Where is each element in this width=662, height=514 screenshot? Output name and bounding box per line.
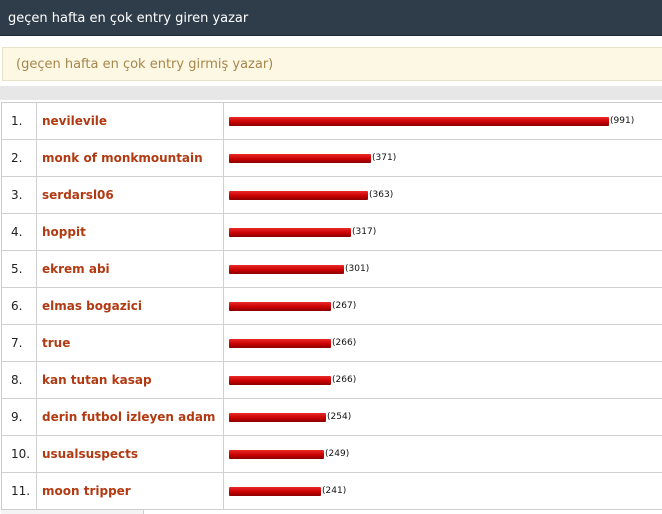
rank-number: 10. [2,436,37,472]
entry-count-label: (266) [332,375,357,385]
table-row: 8. kan tutan kasap (266) [2,362,662,399]
page-subtitle: (geçen hafta en çok entry girmiş yazar) [2,47,662,81]
table-row: 10. usualsuspects (249) [2,436,662,473]
entry-count-label: (317) [352,227,377,237]
rank-number: 9. [2,399,37,435]
bottom-tab-edge [1,509,144,514]
table-row: 6. elmas bogazici (267) [2,288,662,325]
entry-count-bar [229,265,344,274]
entry-count-label: (254) [327,412,352,422]
entry-count-bar [229,339,331,348]
entry-count-bar [229,302,331,311]
divider-bar [0,86,662,100]
entry-count-cell: (249) [224,436,662,472]
table-row: 9. derin futbol izleyen adam (254) [2,399,662,436]
author-link[interactable]: monk of monkmountain [37,140,224,176]
entry-count-bar [229,450,324,459]
entry-count-label: (363) [369,190,394,200]
entry-count-bar [229,228,351,237]
entry-count-cell: (266) [224,362,662,398]
author-link[interactable]: ekrem abi [37,251,224,287]
author-link[interactable]: nevilevile [37,103,224,139]
table-row: 7. true (266) [2,325,662,362]
entry-count-cell: (254) [224,399,662,435]
entry-count-cell: (241) [224,473,662,509]
rank-number: 7. [2,325,37,361]
entry-count-cell: (317) [224,214,662,250]
table-row: 2. monk of monkmountain (371) [2,140,662,177]
table-row: 5. ekrem abi (301) [2,251,662,288]
entry-count-bar [229,117,609,126]
entry-count-label: (241) [322,486,347,496]
entry-count-cell: (301) [224,251,662,287]
table-row: 3. serdarsl06 (363) [2,177,662,214]
ranking-table: 1. nevilevile (991) 2. monk of monkmountain (… [1,102,662,510]
table-row: 1. nevilevile (991) [2,103,662,140]
rank-number: 5. [2,251,37,287]
entry-count-bar [229,191,368,200]
entry-count-label: (266) [332,338,357,348]
entry-count-cell: (266) [224,325,662,361]
rank-number: 11. [2,473,37,509]
author-link[interactable]: moon tripper [37,473,224,509]
entry-count-label: (371) [372,153,397,163]
author-link[interactable]: hoppit [37,214,224,250]
author-link[interactable]: usualsuspects [37,436,224,472]
author-link[interactable]: elmas bogazici [37,288,224,324]
rank-number: 6. [2,288,37,324]
author-link[interactable]: serdarsl06 [37,177,224,213]
rank-number: 1. [2,103,37,139]
entry-count-cell: (371) [224,140,662,176]
rank-number: 3. [2,177,37,213]
author-link[interactable]: true [37,325,224,361]
entry-count-label: (267) [332,301,357,311]
entry-count-bar [229,413,326,422]
author-link[interactable]: derin futbol izleyen adam [37,399,224,435]
rank-number: 8. [2,362,37,398]
table-row: 4. hoppit (317) [2,214,662,251]
entry-count-bar [229,487,321,496]
entry-count-bar [229,154,371,163]
entry-count-cell: (991) [224,103,662,139]
table-row: 11. moon tripper (241) [2,473,662,510]
entry-count-cell: (267) [224,288,662,324]
rank-number: 4. [2,214,37,250]
entry-count-label: (249) [325,449,350,459]
entry-count-label: (991) [610,116,635,126]
entry-count-cell: (363) [224,177,662,213]
entry-count-bar [229,376,331,385]
page-title: geçen hafta en çok entry giren yazar [0,0,662,36]
author-link[interactable]: kan tutan kasap [37,362,224,398]
entry-count-label: (301) [345,264,370,274]
rank-number: 2. [2,140,37,176]
